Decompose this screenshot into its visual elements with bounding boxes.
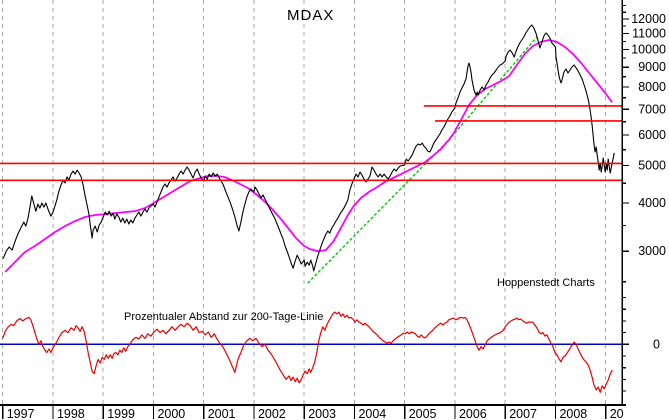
chart-title: MDAX	[287, 7, 335, 24]
trendline	[307, 36, 538, 284]
price-line	[2, 24, 615, 272]
oscillator-line	[2, 311, 613, 393]
year-label-2006: 2006	[459, 407, 487, 420]
price-axis-label: 11000	[632, 27, 666, 41]
ma200-line	[4, 39, 613, 273]
year-label-2004: 2004	[358, 407, 386, 420]
year-label-2002: 2002	[258, 407, 286, 420]
year-label-1997: 1997	[7, 407, 35, 420]
oscillator-axis-label: 0	[653, 337, 660, 351]
year-label-2005: 2005	[409, 407, 437, 420]
year-label-20: 20	[610, 407, 624, 420]
year-gridlines	[2, 0, 607, 405]
year-label-2001: 2001	[208, 407, 236, 420]
oscillator-label: Prozentualer Abstand zur 200-Tage-Linie	[124, 311, 324, 323]
year-label-1998: 1998	[57, 407, 85, 420]
year-label-2000: 2000	[157, 407, 185, 420]
oscillator-group	[2, 311, 613, 393]
chart-credit: Hoppenstedt Charts	[497, 277, 595, 289]
level-lines	[0, 105, 622, 182]
year-label-1999: 1999	[107, 407, 135, 420]
price-axis-label: 6000	[638, 128, 666, 142]
ma200-group	[4, 39, 613, 273]
price-axis-label: 8000	[638, 80, 666, 94]
year-label-2008: 2008	[559, 407, 587, 420]
price-axis-label: 5000	[638, 159, 666, 173]
price-axis-label: 12000	[631, 12, 666, 26]
year-label-2007: 2007	[509, 407, 537, 420]
price-axis-label: 7000	[638, 102, 666, 116]
price-axis-label: 4000	[638, 196, 666, 210]
x-axis: 1997 1998 1999 2000 2001 2002 2003 2004 2005 2006…	[0, 404, 626, 420]
trendline-group	[307, 36, 538, 284]
price-axis-label: 3000	[638, 244, 666, 258]
price-axis-label: 9000	[638, 60, 666, 74]
year-label-2003: 2003	[308, 407, 336, 420]
price-axis-label: 10000	[631, 43, 666, 57]
price-group	[2, 24, 615, 272]
